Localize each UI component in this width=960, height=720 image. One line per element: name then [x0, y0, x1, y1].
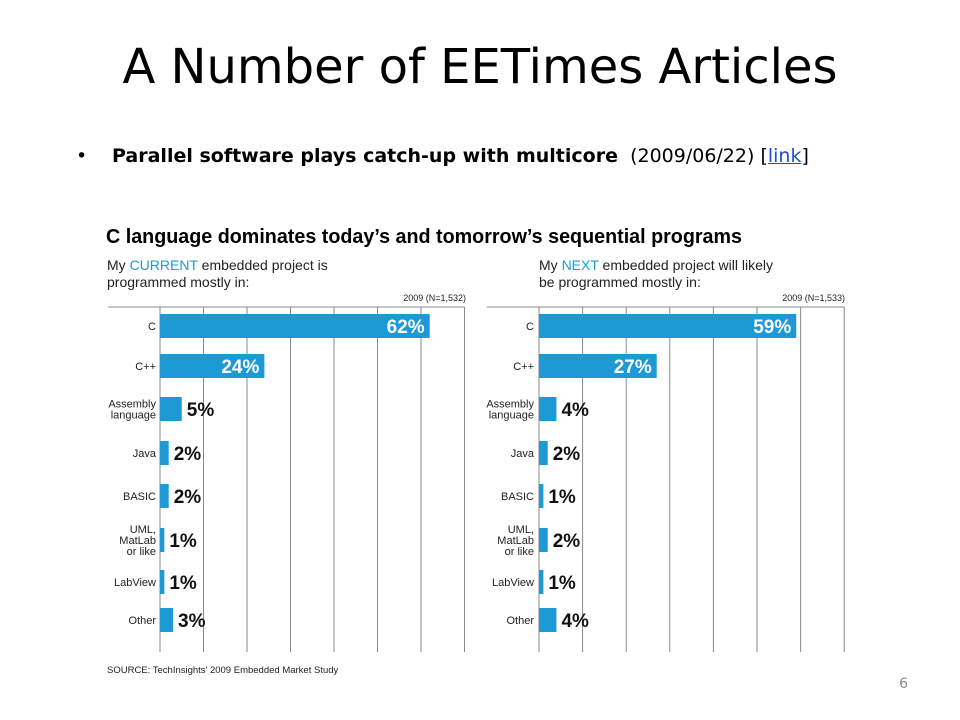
value-label: 5% [187, 400, 215, 421]
value-label: 2% [174, 444, 202, 465]
category-label-line: UML, [130, 524, 156, 536]
category-label: C++ [135, 361, 156, 373]
subtitle-text: My [539, 257, 562, 273]
value-label: 1% [169, 573, 197, 594]
bar-3 [539, 397, 557, 421]
bullet-text: Parallel software plays catch-up with mu… [112, 142, 809, 170]
value-label: 4% [561, 400, 589, 421]
category-label-line: LabView [492, 577, 534, 589]
bar-2 [539, 354, 657, 378]
category-label: Other [506, 615, 534, 627]
category-label: UML, MatLab or like [497, 524, 534, 558]
category-label-line: C++ [513, 361, 534, 373]
category-label-line: Other [506, 615, 534, 627]
bullet-dot-icon: • [76, 145, 88, 167]
figure-title: C language dominates today’s and tomorro… [106, 225, 742, 248]
category-label-line: C++ [135, 361, 156, 373]
value-label: 62% [387, 317, 425, 338]
bar-7 [160, 570, 165, 594]
category-label-line: language [489, 410, 534, 422]
category-label-line: C [526, 321, 534, 333]
bar-1 [539, 314, 797, 338]
bar-3 [160, 397, 182, 421]
subtitle-text: My [107, 257, 130, 273]
category-label: C [526, 321, 534, 333]
value-label: 3% [178, 611, 206, 632]
category-label: UML, MatLab or like [119, 524, 156, 558]
chart-subtitle-line-1: My NEXT embedded project will likely [539, 257, 773, 273]
category-label-line: MatLab [497, 535, 534, 547]
slide-title: A Number of EETimes Articles [122, 39, 838, 95]
category-label-line: Other [128, 615, 156, 627]
subtitle-text: embedded project is [198, 257, 328, 273]
subtitle-highlight: NEXT [562, 257, 600, 273]
value-label: 4% [561, 611, 589, 632]
value-label: 27% [614, 357, 652, 378]
bar-8 [160, 608, 174, 632]
category-label: C++ [513, 361, 534, 373]
bar-6 [539, 528, 548, 552]
chart-subtitle-line-1: My CURRENT embedded project is [107, 257, 328, 273]
link-close-bracket: ] [801, 145, 809, 167]
bar-4 [160, 441, 169, 465]
subtitle-text: embedded project will likely [599, 257, 773, 273]
category-label: Assembly language [486, 399, 534, 422]
bar-2 [160, 354, 265, 378]
category-label: Java [133, 448, 157, 460]
value-label: 59% [753, 317, 791, 338]
category-label-line: BASIC [123, 491, 156, 503]
category-label-line: Assembly [486, 399, 534, 411]
category-label: Java [511, 448, 535, 460]
bar-6 [160, 528, 165, 552]
category-label-line: language [111, 410, 156, 422]
bar-5 [160, 484, 169, 508]
subtitle-highlight: CURRENT [130, 257, 199, 273]
category-label-line: BASIC [501, 491, 534, 503]
value-label: 1% [169, 531, 197, 552]
sample-size-note: 2009 (N=1,532) [403, 293, 466, 303]
category-label: BASIC [501, 491, 534, 503]
category-label-line: MatLab [119, 535, 156, 547]
article-link[interactable]: link [767, 145, 802, 167]
sample-size-note: 2009 (N=1,533) [782, 293, 845, 303]
value-label: 24% [221, 357, 259, 378]
page-number: 6 [899, 676, 908, 692]
category-label-line: LabView [114, 577, 156, 589]
chart-subtitle-line-2: be programmed mostly in: [539, 274, 701, 290]
category-label-line: Java [511, 448, 535, 460]
category-label-line: Java [133, 448, 157, 460]
link-open-bracket: [ [760, 145, 768, 167]
value-label: 1% [548, 573, 576, 594]
article-headline: Parallel software plays catch-up with mu… [112, 145, 618, 167]
value-label: 2% [174, 487, 202, 508]
category-label-line: Assembly [108, 399, 156, 411]
figure-source-note: SOURCE: TechInsights’ 2009 Embedded Mark… [107, 665, 339, 676]
value-label: 2% [553, 531, 581, 552]
category-label: BASIC [123, 491, 156, 503]
value-label: 2% [553, 444, 581, 465]
bar-1 [160, 314, 430, 338]
category-label: C [148, 321, 156, 333]
article-date: (2009/06/22) [630, 145, 755, 167]
chart-panel-1: My CURRENT embedded project isprogrammed… [107, 257, 466, 652]
value-label: 1% [548, 487, 576, 508]
category-label-line: UML, [508, 524, 534, 536]
category-label-line: C [148, 321, 156, 333]
bar-8 [539, 608, 557, 632]
chart-subtitle-line-2: programmed mostly in: [107, 274, 249, 290]
category-label: Other [128, 615, 156, 627]
category-label-line: or like [127, 546, 156, 558]
category-label: Assembly language [108, 399, 156, 422]
category-label-line: or like [505, 546, 534, 558]
category-label: LabView [114, 577, 156, 589]
bar-5 [539, 484, 544, 508]
bar-7 [539, 570, 544, 594]
bar-4 [539, 441, 548, 465]
category-label: LabView [492, 577, 534, 589]
